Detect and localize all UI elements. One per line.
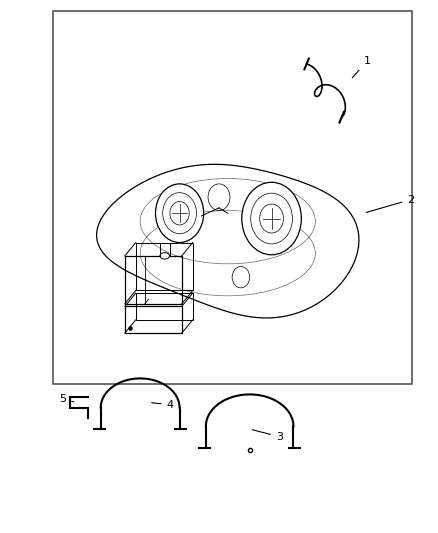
Bar — [53, 11, 412, 384]
Text: 5: 5 — [59, 394, 74, 405]
Text: 1: 1 — [352, 56, 371, 78]
Circle shape — [155, 184, 204, 243]
Ellipse shape — [160, 253, 170, 259]
Text: 4: 4 — [152, 400, 173, 410]
Text: 2: 2 — [366, 195, 414, 213]
Text: 3: 3 — [252, 430, 283, 442]
Circle shape — [242, 182, 301, 255]
